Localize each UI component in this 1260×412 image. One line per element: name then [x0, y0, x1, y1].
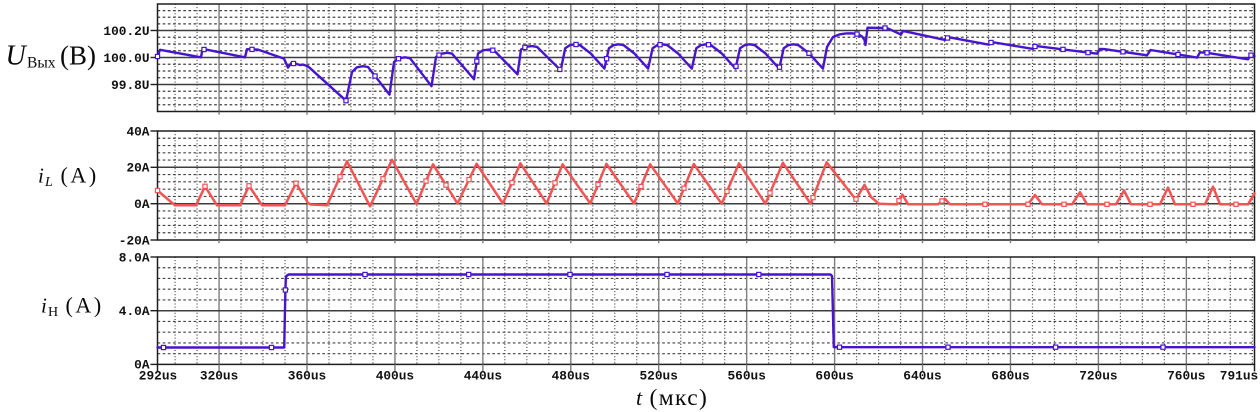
- svg-text:560us: 560us: [727, 369, 765, 384]
- svg-text:0A: 0A: [134, 197, 150, 212]
- svg-text:440us: 440us: [464, 369, 502, 384]
- svg-text:(мкс): (мкс): [650, 385, 709, 411]
- svg-text:480us: 480us: [552, 369, 590, 384]
- svg-text:i: i: [41, 294, 47, 318]
- svg-text:(A): (A): [66, 293, 104, 318]
- svg-text:t: t: [636, 385, 643, 410]
- svg-text:100.2U: 100.2U: [103, 24, 149, 39]
- svg-text:i: i: [38, 164, 44, 188]
- svg-text:320us: 320us: [200, 369, 238, 384]
- svg-text:640us: 640us: [903, 369, 941, 384]
- svg-text:4.0A: 4.0A: [119, 304, 150, 319]
- svg-text:720us: 720us: [1079, 369, 1117, 384]
- svg-text:40A: 40A: [126, 124, 149, 139]
- svg-text:(В): (В): [60, 41, 96, 71]
- svg-text:760us: 760us: [1167, 369, 1205, 384]
- svg-text:Вых: Вых: [27, 55, 56, 72]
- svg-text:20A: 20A: [126, 161, 149, 176]
- svg-text:520us: 520us: [639, 369, 677, 384]
- svg-text:292us: 292us: [139, 369, 177, 384]
- svg-text:360us: 360us: [288, 369, 326, 384]
- svg-text:Н: Н: [48, 305, 58, 320]
- svg-text:99.8U: 99.8U: [111, 78, 149, 93]
- svg-text:791us: 791us: [1220, 369, 1258, 384]
- svg-text:8.0A: 8.0A: [119, 250, 150, 265]
- svg-text:680us: 680us: [991, 369, 1029, 384]
- svg-text:600us: 600us: [815, 369, 853, 384]
- svg-text:0A: 0A: [134, 358, 150, 373]
- svg-text:(A): (A): [61, 163, 99, 188]
- svg-text:-20A: -20A: [119, 233, 150, 248]
- svg-text:L: L: [44, 175, 53, 190]
- svg-text:400us: 400us: [376, 369, 414, 384]
- svg-text:100.0U: 100.0U: [103, 51, 149, 66]
- svg-text:U: U: [6, 41, 28, 72]
